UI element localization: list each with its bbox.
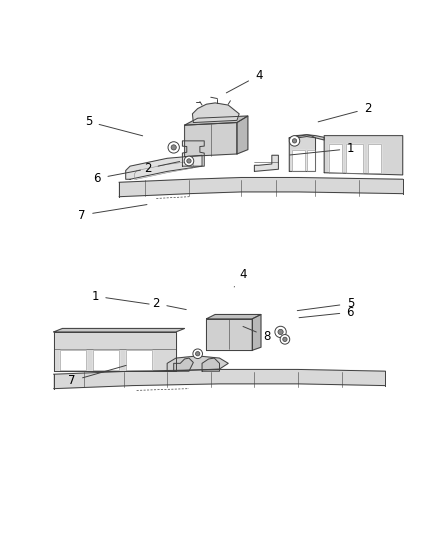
Polygon shape (323, 135, 402, 175)
Polygon shape (289, 135, 323, 140)
Text: 5: 5 (297, 297, 353, 311)
Polygon shape (167, 356, 228, 371)
Polygon shape (60, 350, 86, 370)
Polygon shape (184, 116, 247, 125)
Text: 4: 4 (234, 268, 247, 287)
Text: 1: 1 (289, 142, 353, 155)
Polygon shape (53, 369, 385, 389)
Polygon shape (125, 350, 152, 370)
Polygon shape (184, 123, 237, 157)
Polygon shape (53, 328, 184, 332)
Circle shape (289, 135, 299, 146)
Circle shape (171, 145, 176, 150)
Text: 6: 6 (93, 170, 140, 185)
Polygon shape (292, 150, 304, 171)
Polygon shape (201, 358, 219, 371)
Polygon shape (173, 358, 193, 371)
Polygon shape (206, 314, 260, 319)
Polygon shape (345, 144, 363, 173)
Polygon shape (182, 141, 204, 166)
Text: 2: 2 (318, 102, 371, 122)
Text: 8: 8 (243, 326, 270, 343)
Polygon shape (254, 155, 278, 172)
Text: 7: 7 (78, 205, 147, 222)
Polygon shape (53, 332, 176, 371)
Text: 5: 5 (85, 115, 142, 136)
Circle shape (195, 352, 199, 356)
Polygon shape (289, 135, 315, 172)
Text: 7: 7 (68, 366, 126, 387)
Circle shape (186, 159, 191, 163)
Circle shape (282, 337, 286, 342)
Circle shape (192, 349, 202, 359)
Circle shape (279, 335, 289, 344)
Polygon shape (93, 350, 119, 370)
Text: 2: 2 (144, 161, 179, 175)
Circle shape (184, 156, 193, 166)
Text: 4: 4 (226, 69, 262, 93)
Circle shape (274, 326, 286, 337)
Polygon shape (125, 155, 201, 179)
Polygon shape (119, 177, 402, 197)
Polygon shape (367, 144, 380, 173)
Text: 6: 6 (298, 306, 353, 319)
Circle shape (168, 142, 179, 153)
Circle shape (292, 139, 296, 143)
Polygon shape (306, 150, 314, 171)
Polygon shape (328, 144, 341, 173)
Text: 1: 1 (91, 289, 149, 304)
Circle shape (277, 329, 283, 335)
Text: 2: 2 (152, 297, 186, 310)
Polygon shape (252, 314, 260, 350)
Polygon shape (206, 319, 252, 350)
Polygon shape (237, 116, 247, 154)
Polygon shape (192, 103, 239, 123)
